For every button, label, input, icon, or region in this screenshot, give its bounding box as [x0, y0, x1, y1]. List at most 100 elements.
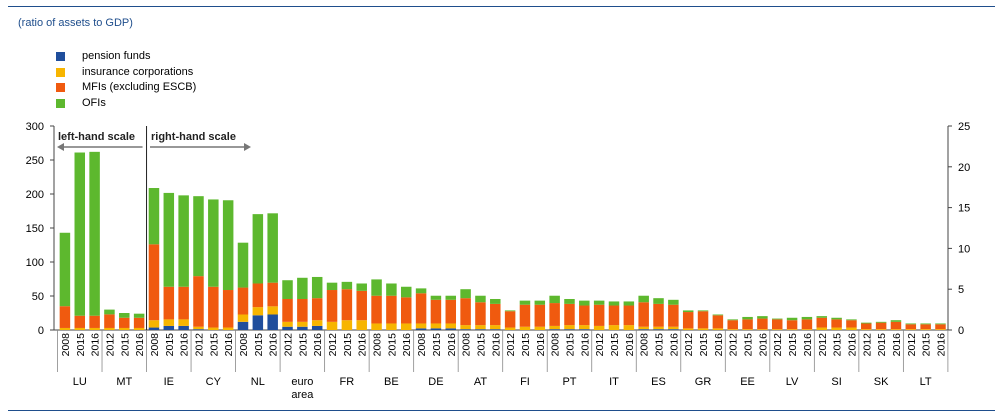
bar-segment: [727, 320, 738, 330]
right-axis-tick-label: 15: [958, 203, 970, 215]
bar-segment: [861, 329, 872, 330]
left-axis-tick-label: 300: [26, 121, 44, 133]
bar-segment: [237, 321, 249, 330]
year-tick-label: 2015: [787, 333, 799, 357]
bar-segment: [786, 317, 798, 321]
year-tick-label: 2016: [312, 333, 324, 357]
bar-segment: [386, 283, 397, 296]
year-tick-label: 2012: [327, 333, 339, 357]
left-axis-tick-label: 150: [26, 223, 44, 235]
bar-segment: [816, 317, 828, 328]
bar-segment: [875, 322, 887, 330]
bar-segment: [608, 305, 620, 326]
bar-segment: [682, 312, 694, 329]
bar-segment: [237, 314, 249, 322]
group-label: FR: [340, 376, 355, 388]
left-axis-tick-label: 0: [38, 325, 44, 337]
bar-segment: [163, 192, 175, 287]
left-scale-arrow-head: [57, 143, 64, 151]
left-axis-tick-label: 50: [32, 291, 44, 303]
bar-segment: [920, 323, 931, 325]
bar-segment: [193, 326, 204, 330]
bar-segment: [697, 328, 709, 330]
bar-segment: [564, 329, 575, 330]
bar-segment: [267, 213, 278, 283]
bar-segment: [549, 295, 560, 304]
year-tick-label: 2008: [372, 333, 384, 357]
bar-segment: [816, 327, 828, 330]
legend-swatch: [56, 52, 65, 61]
year-tick-label: 2015: [564, 333, 576, 357]
year-tick-label: 2015: [208, 333, 220, 357]
bar-segment: [935, 329, 946, 330]
year-tick-label: 2016: [446, 333, 458, 357]
left-scale-annotation: left-hand scale: [58, 131, 135, 143]
bar-segment: [193, 329, 204, 330]
bar-segment: [727, 319, 738, 321]
bar-segment: [564, 298, 575, 304]
bar-segment: [163, 286, 175, 320]
year-tick-label: 2016: [668, 333, 680, 357]
left-axis-tick-label: 250: [26, 155, 44, 167]
year-tick-label: 2015: [520, 333, 532, 357]
year-tick-label: 2016: [223, 333, 235, 357]
year-tick-label: 2012: [594, 333, 606, 357]
group-label-line2: area: [291, 389, 314, 401]
bar-segment: [475, 295, 486, 303]
bottom-rule: [8, 410, 995, 411]
bar-segment: [133, 327, 145, 330]
bar-segment: [282, 298, 293, 322]
bar-segment: [668, 299, 679, 305]
year-tick-label: 2012: [906, 333, 918, 357]
bar-segment: [400, 297, 412, 324]
bar-segment: [430, 328, 442, 330]
bar-segment: [74, 327, 86, 330]
year-tick-label: 2008: [416, 333, 428, 357]
bar-segment: [193, 196, 204, 277]
bar-segment: [178, 325, 189, 330]
bar-segment: [638, 302, 649, 327]
bar-segment: [119, 327, 130, 330]
bar-segment: [356, 283, 367, 291]
bar-segment: [282, 321, 293, 327]
year-tick-label: 2015: [253, 333, 265, 357]
bar-segment: [297, 277, 308, 299]
bar-segment: [208, 286, 219, 328]
bar-segment: [311, 298, 323, 321]
bar-segment: [311, 325, 323, 330]
bar-segment: [104, 327, 115, 330]
group-label: SI: [831, 376, 841, 388]
bar-segment: [356, 290, 367, 321]
bar-segment: [519, 326, 531, 330]
legend-swatch: [56, 83, 65, 92]
bar-segment: [222, 290, 234, 328]
bar-segment: [311, 320, 323, 326]
bar-segment: [326, 282, 338, 291]
bar-segment: [549, 325, 560, 330]
year-tick-label: 2016: [490, 333, 502, 357]
bar-segment: [920, 329, 931, 330]
bar-segment: [504, 310, 516, 312]
group-label: LT: [920, 376, 932, 388]
bar-segment: [579, 305, 590, 326]
bar-segment: [415, 293, 427, 324]
bar-segment: [608, 301, 620, 306]
bar-segment: [222, 200, 234, 291]
bar-segment: [326, 321, 338, 330]
bar-segment: [905, 324, 917, 330]
bar-segment: [445, 323, 457, 329]
bar-segment: [786, 329, 798, 330]
year-tick-label: 2012: [193, 333, 205, 357]
bar-segment: [668, 304, 679, 327]
year-tick-label: 2016: [268, 333, 280, 357]
bar-segment: [89, 151, 100, 316]
group-label: AT: [474, 376, 488, 388]
bar-segment: [638, 326, 649, 330]
year-tick-label: 2016: [401, 333, 413, 357]
bar-segment: [386, 323, 397, 330]
year-tick-label: 2015: [75, 333, 87, 357]
bar-segment: [74, 152, 86, 316]
group-label: PT: [562, 376, 576, 388]
year-tick-label: 2012: [861, 333, 873, 357]
bar-segment: [252, 283, 264, 308]
